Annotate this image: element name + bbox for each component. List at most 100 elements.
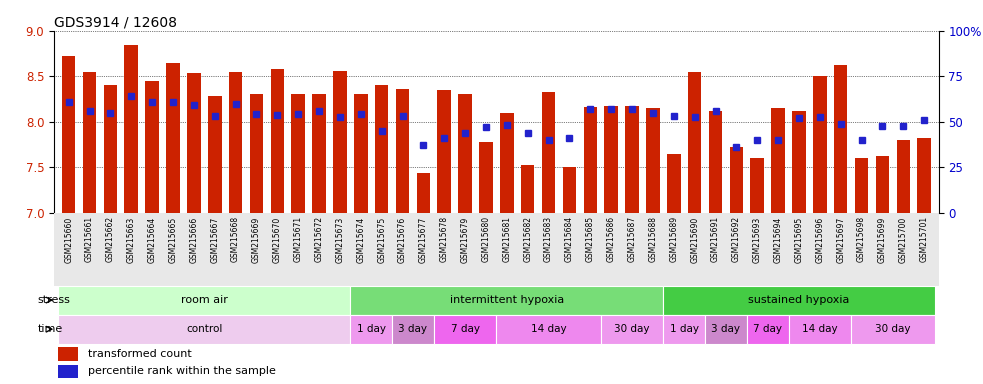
Text: stress: stress xyxy=(37,295,70,305)
Text: GSM215683: GSM215683 xyxy=(544,216,553,263)
Bar xyxy=(458,94,472,213)
Text: GSM215701: GSM215701 xyxy=(920,216,929,263)
Text: 14 day: 14 day xyxy=(802,324,838,334)
Bar xyxy=(584,107,597,213)
Text: GSM215671: GSM215671 xyxy=(294,216,303,263)
Bar xyxy=(792,111,806,213)
Text: GSM215669: GSM215669 xyxy=(252,216,260,263)
Bar xyxy=(208,96,221,213)
Bar xyxy=(605,106,618,213)
Text: 1 day: 1 day xyxy=(669,324,699,334)
Text: GSM215696: GSM215696 xyxy=(815,216,825,263)
Text: GSM215680: GSM215680 xyxy=(482,216,491,263)
Bar xyxy=(855,158,868,213)
Text: time: time xyxy=(37,324,63,334)
Bar xyxy=(917,138,931,213)
Text: GSM215667: GSM215667 xyxy=(210,216,219,263)
Text: GSM215668: GSM215668 xyxy=(231,216,240,263)
Text: GSM215692: GSM215692 xyxy=(732,216,741,263)
Bar xyxy=(291,94,305,213)
Text: GSM215687: GSM215687 xyxy=(627,216,637,263)
Text: GSM215684: GSM215684 xyxy=(565,216,574,263)
Bar xyxy=(521,166,535,213)
Text: GSM215693: GSM215693 xyxy=(753,216,762,263)
Bar xyxy=(813,76,827,213)
Text: GSM215679: GSM215679 xyxy=(461,216,470,263)
Text: 30 day: 30 day xyxy=(875,324,910,334)
Bar xyxy=(58,286,350,314)
Bar xyxy=(350,314,392,344)
Bar xyxy=(434,314,496,344)
Text: GSM215666: GSM215666 xyxy=(190,216,199,263)
Text: GSM215682: GSM215682 xyxy=(523,216,532,262)
Bar xyxy=(83,72,96,213)
Bar xyxy=(664,314,705,344)
Bar xyxy=(750,158,764,213)
Bar xyxy=(772,108,784,213)
Text: percentile rank within the sample: percentile rank within the sample xyxy=(87,366,275,376)
Bar xyxy=(396,89,409,213)
Bar xyxy=(375,85,388,213)
Bar xyxy=(333,71,347,213)
Bar xyxy=(166,63,180,213)
Bar xyxy=(788,314,851,344)
Bar xyxy=(270,69,284,213)
Text: GSM215699: GSM215699 xyxy=(878,216,887,263)
Bar xyxy=(601,314,664,344)
Bar xyxy=(313,94,325,213)
Text: GSM215663: GSM215663 xyxy=(127,216,136,263)
Bar xyxy=(896,140,910,213)
Bar xyxy=(834,65,847,213)
Text: 7 day: 7 day xyxy=(753,324,782,334)
Bar xyxy=(145,81,159,213)
Text: GSM215694: GSM215694 xyxy=(774,216,782,263)
Bar xyxy=(747,314,788,344)
Bar xyxy=(125,45,138,213)
Text: 3 day: 3 day xyxy=(712,324,740,334)
Bar xyxy=(705,314,747,344)
Text: 1 day: 1 day xyxy=(357,324,385,334)
Bar xyxy=(562,167,576,213)
Bar xyxy=(479,142,492,213)
Bar xyxy=(229,72,243,213)
Text: GSM215674: GSM215674 xyxy=(356,216,366,263)
Text: control: control xyxy=(186,324,222,334)
Text: intermittent hypoxia: intermittent hypoxia xyxy=(450,295,564,305)
Text: GSM215670: GSM215670 xyxy=(273,216,282,263)
Bar xyxy=(354,94,368,213)
Text: GSM215662: GSM215662 xyxy=(106,216,115,263)
Text: 30 day: 30 day xyxy=(614,324,650,334)
Text: GSM215686: GSM215686 xyxy=(607,216,615,263)
Text: GDS3914 / 12608: GDS3914 / 12608 xyxy=(54,16,177,30)
Text: GSM215664: GSM215664 xyxy=(147,216,156,263)
Bar xyxy=(187,73,201,213)
Text: GSM215673: GSM215673 xyxy=(335,216,344,263)
Bar xyxy=(350,286,664,314)
Text: GSM215700: GSM215700 xyxy=(898,216,907,263)
Text: GSM215676: GSM215676 xyxy=(398,216,407,263)
Bar xyxy=(500,113,514,213)
Bar xyxy=(103,85,117,213)
Text: GSM215665: GSM215665 xyxy=(168,216,178,263)
Text: 3 day: 3 day xyxy=(398,324,428,334)
Bar xyxy=(62,56,76,213)
Bar xyxy=(250,94,263,213)
Text: GSM215697: GSM215697 xyxy=(837,216,845,263)
Text: transformed count: transformed count xyxy=(87,349,192,359)
Text: 14 day: 14 day xyxy=(531,324,566,334)
Bar xyxy=(59,364,78,378)
Bar xyxy=(729,147,743,213)
Text: sustained hypoxia: sustained hypoxia xyxy=(748,295,849,305)
Text: GSM215660: GSM215660 xyxy=(64,216,73,263)
Text: GSM215677: GSM215677 xyxy=(419,216,428,263)
Bar xyxy=(625,106,639,213)
Bar xyxy=(392,314,434,344)
Text: GSM215681: GSM215681 xyxy=(502,216,511,262)
Bar xyxy=(876,156,890,213)
Text: GSM215661: GSM215661 xyxy=(86,216,94,263)
Text: GSM215689: GSM215689 xyxy=(669,216,678,263)
Bar xyxy=(417,173,431,213)
Bar xyxy=(851,314,935,344)
Text: GSM215672: GSM215672 xyxy=(315,216,323,263)
Bar xyxy=(496,314,601,344)
